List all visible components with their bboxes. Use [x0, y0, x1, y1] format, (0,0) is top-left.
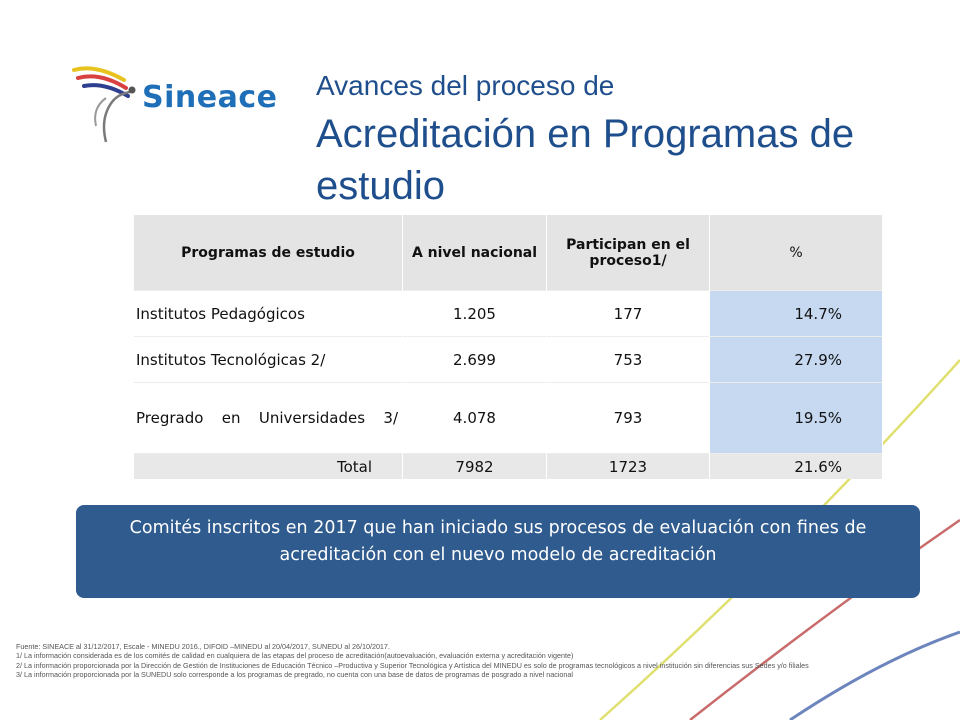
- programs-table: Programas de estudio A nivel nacional Pa…: [134, 215, 883, 479]
- cell-participan: 177: [546, 290, 710, 337]
- header-pct: %: [709, 215, 883, 291]
- table-row: Institutos Tecnológicas 2/ 2.699 753 27.…: [134, 336, 883, 383]
- cell-pct: 14.7%: [709, 290, 883, 337]
- table-header-row: Programas de estudio A nivel nacional Pa…: [134, 215, 883, 291]
- cell-pct: 27.9%: [709, 336, 883, 383]
- footnotes: Fuente: SINEACE al 31/12/2017, Escale - …: [16, 642, 916, 680]
- footnote-2: 2/ La información proporcionada por la D…: [16, 660, 809, 670]
- cell-nacional: 2.699: [402, 336, 547, 383]
- logo-text: Sineace: [142, 80, 278, 115]
- cell-nacional: 1.205: [402, 290, 547, 337]
- page-title: Acreditación en Programas de estudio: [316, 112, 855, 208]
- cell-programa: Institutos Pedagógicos: [134, 290, 403, 337]
- table-row: Institutos Pedagógicos 1.205 177 14.7%: [134, 290, 883, 337]
- cell-total-participan: 1723: [546, 453, 710, 479]
- table-row: Pregrado en Universidades 3/ 4.078 793 1…: [134, 382, 883, 454]
- cell-programa: Pregrado en Universidades 3/: [134, 382, 403, 454]
- cell-participan: 793: [546, 382, 710, 454]
- banner-text: Comités inscritos en 2017 que han inicia…: [129, 518, 867, 565]
- sineace-logo-icon: [72, 66, 136, 143]
- cell-programa: Institutos Tecnológicas 2/: [134, 336, 403, 383]
- cell-pct: 19.5%: [709, 382, 883, 454]
- info-banner: Comités inscritos en 2017 que han inicia…: [76, 505, 920, 598]
- page-subtitle: Avances del proceso de: [316, 70, 615, 101]
- header-participan: Participan en el proceso1/: [546, 215, 710, 291]
- cell-participan: 753: [546, 336, 710, 383]
- table-total-row: Total 7982 1723 21.6%: [134, 453, 883, 479]
- footnote-1: 1/ La información considerada es de los …: [16, 651, 574, 661]
- cell-nacional: 4.078: [402, 382, 547, 454]
- cell-total-nacional: 7982: [402, 453, 547, 479]
- header-nacional: A nivel nacional: [402, 215, 547, 291]
- header-programas: Programas de estudio: [134, 215, 403, 291]
- footnote-source: Fuente: SINEACE al 31/12/2017, Escale - …: [16, 642, 390, 651]
- footnote-3: 3/ La información proporcionada por la S…: [16, 670, 573, 680]
- cell-total-label: Total: [134, 453, 403, 479]
- cell-total-pct: 21.6%: [709, 453, 883, 479]
